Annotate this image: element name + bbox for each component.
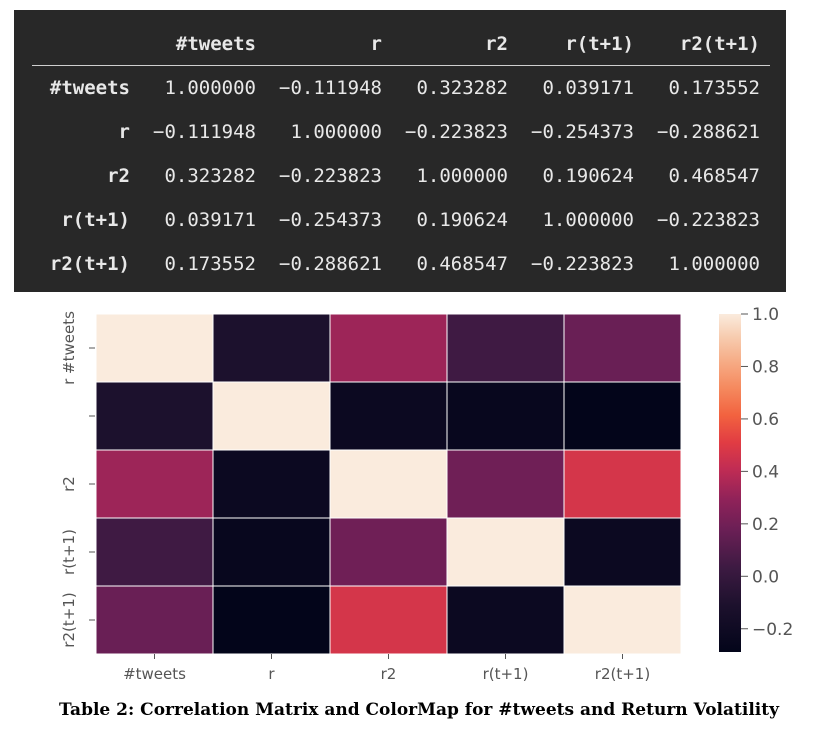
table-cell: 0.190624 (416, 209, 508, 231)
y-tick-label: r #tweets (60, 311, 78, 385)
heatmap-cell (563, 449, 682, 519)
x-tick-label: r (268, 665, 275, 683)
table-cell: −0.288621 (657, 121, 760, 143)
heatmap-cell (563, 585, 682, 655)
heatmap-cell (95, 517, 214, 587)
table-cell: 0.468547 (416, 253, 508, 275)
colorbar (719, 314, 741, 652)
x-tick-label: r2 (381, 665, 397, 683)
x-axis: #tweets r r2 r(t+1) r2(t+1) (123, 654, 650, 683)
row-header: r (118, 121, 130, 143)
column-header: r(t+1) (565, 33, 634, 55)
heatmap-cells (95, 313, 682, 655)
heatmap-cell (563, 517, 682, 587)
y-tick-label: r(t+1) (60, 529, 78, 575)
y-axis: r #tweets r2 r(t+1) r2(t+1) (60, 311, 95, 648)
heatmap-cell (329, 585, 448, 655)
colorbar-tick-label: 0.8 (752, 357, 779, 377)
table-cell: 0.173552 (164, 253, 256, 275)
heatmap-cell (329, 381, 448, 451)
colorbar-tick-label: 0.6 (752, 410, 779, 430)
table-cell: 1.000000 (668, 253, 760, 275)
heatmap-cell (95, 585, 214, 655)
table-header-row: #tweets r r2 r(t+1) r2(t+1) (32, 23, 770, 66)
table-cell: 0.323282 (416, 77, 508, 99)
table-row: r(t+1) 0.039171 −0.254373 0.190624 1.000… (32, 198, 770, 242)
heatmap-cell (212, 449, 331, 519)
correlation-heatmap: r #tweets r2 r(t+1) r2(t+1) #tweets r r2 r(t+1… (60, 305, 793, 683)
heatmap-cell (446, 517, 565, 587)
table-cell: −0.223823 (657, 209, 760, 231)
table-row: r −0.111948 1.000000 −0.223823 −0.254373… (32, 110, 770, 154)
table-cell: 1.000000 (164, 77, 256, 99)
colorbar-tick-label: 0.0 (752, 567, 779, 587)
table-cell: −0.111948 (279, 77, 382, 99)
table-cell: 0.173552 (668, 77, 760, 99)
table-cell: 1.000000 (542, 209, 634, 231)
heatmap-cell (95, 449, 214, 519)
heatmap-cell (95, 313, 214, 383)
colorbar-tick-label: 1.0 (752, 305, 779, 325)
table-cell: −0.223823 (405, 121, 508, 143)
heatmap-cell (563, 313, 682, 383)
row-header: r2 (107, 165, 130, 187)
x-tick-label: r2(t+1) (595, 665, 650, 683)
column-header: r2(t+1) (679, 33, 760, 55)
y-tick-label: r2(t+1) (60, 592, 78, 647)
heatmap-cell (329, 517, 448, 587)
heatmap-cell (212, 313, 331, 383)
table-row: r2(t+1) 0.173552 −0.288621 0.468547 −0.2… (32, 242, 770, 286)
colorbar-tick-label: 0.4 (752, 462, 779, 482)
y-tick-label: r2 (60, 476, 78, 492)
table-row: r2 0.323282 −0.223823 1.000000 0.190624 … (32, 154, 770, 198)
heatmap-cell (329, 313, 448, 383)
column-header: r (370, 33, 382, 55)
table-cell: −0.111948 (153, 121, 256, 143)
table-cell: 0.190624 (542, 165, 634, 187)
colorbar-ticks: 1.0 0.8 0.6 0.4 0.2 0.0 −0.2 (741, 305, 793, 640)
heatmap-cell (446, 449, 565, 519)
correlation-table: #tweets r r2 r(t+1) r2(t+1) #tweets 1.00… (32, 23, 770, 286)
colorbar-tick-label: 0.2 (752, 515, 779, 535)
table-cell: −0.254373 (531, 121, 634, 143)
table-cell: 0.468547 (668, 165, 760, 187)
table-cell: 0.039171 (164, 209, 256, 231)
table-corner-cell (32, 23, 140, 66)
figure-caption: Table 2: Correlation Matrix and ColorMap… (59, 700, 779, 720)
heatmap-cell (95, 381, 214, 451)
heatmap-cell (329, 449, 448, 519)
heatmap-cell (446, 585, 565, 655)
table-cell: 0.039171 (542, 77, 634, 99)
row-header: #tweets (49, 77, 130, 99)
row-header: r(t+1) (61, 209, 130, 231)
table-cell: 1.000000 (290, 121, 382, 143)
heatmap-cell (212, 585, 331, 655)
x-tick-label: #tweets (123, 665, 186, 683)
correlation-table-panel: #tweets r r2 r(t+1) r2(t+1) #tweets 1.00… (14, 10, 786, 292)
table-cell: −0.223823 (531, 253, 634, 275)
heatmap-cell (563, 381, 682, 451)
x-tick-label: r(t+1) (483, 665, 529, 683)
table-row: #tweets 1.000000 −0.111948 0.323282 0.03… (32, 66, 770, 111)
heatmap-cell (446, 381, 565, 451)
table-cell: −0.288621 (279, 253, 382, 275)
heatmap-cell (446, 313, 565, 383)
heatmap-cell (212, 381, 331, 451)
column-header: r2 (485, 33, 508, 55)
row-header: r2(t+1) (49, 253, 130, 275)
table-cell: −0.254373 (279, 209, 382, 231)
heatmap-cell (212, 517, 331, 587)
colorbar-tick-label: −0.2 (752, 620, 793, 640)
column-header: #tweets (175, 33, 256, 55)
table-cell: 0.323282 (164, 165, 256, 187)
table-cell: 1.000000 (416, 165, 508, 187)
table-cell: −0.223823 (279, 165, 382, 187)
